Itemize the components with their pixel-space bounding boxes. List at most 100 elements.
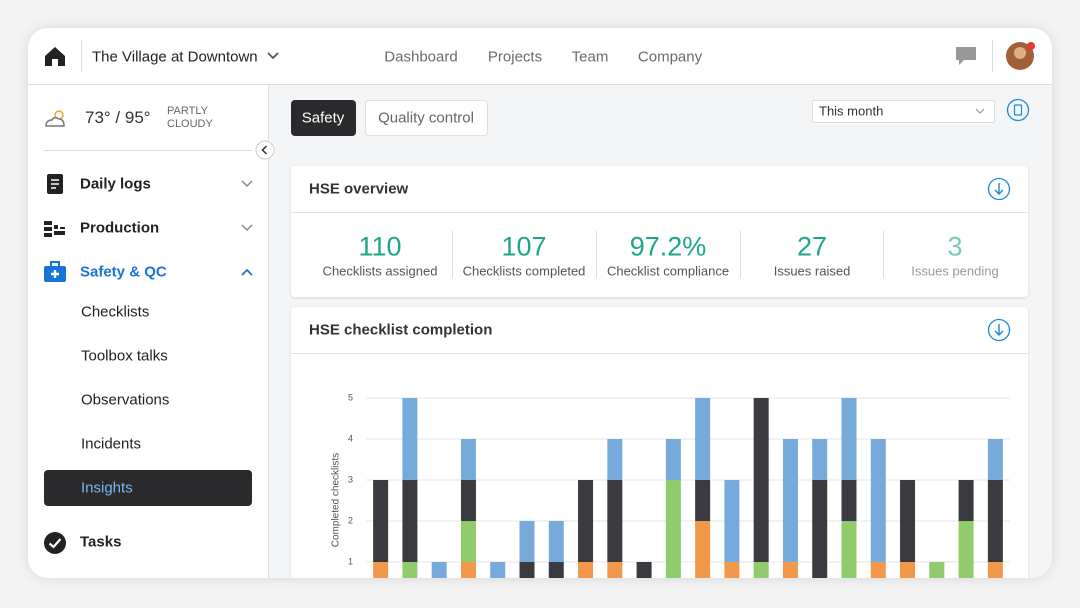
active-item[interactable] [44, 470, 252, 506]
bar-segment [870, 562, 886, 578]
collapse-button[interactable] [255, 140, 275, 160]
bar-segment [519, 521, 535, 562]
bar-segment [607, 480, 623, 562]
weather-condition: PARTLY CLOUDY [167, 105, 213, 130]
divider [596, 231, 597, 278]
stat-value: 27 [796, 231, 828, 262]
bar-segment [841, 521, 857, 578]
bar-segment [841, 398, 857, 480]
chevron[interactable] [240, 266, 254, 278]
bar-segment [402, 398, 418, 480]
bar-segment [460, 521, 476, 562]
nav-item[interactable]: Safety & QC [80, 263, 167, 281]
log-icon [47, 174, 63, 194]
y-tick-label: 1 [348, 556, 353, 566]
nav-link[interactable]: Company [637, 48, 703, 66]
stat-label: Issues pending [911, 263, 999, 279]
bar-segment [431, 562, 447, 578]
nav-item[interactable]: Tasks [80, 533, 122, 551]
bar-segment [987, 480, 1003, 562]
tab-active[interactable] [291, 100, 356, 136]
divider [740, 231, 741, 278]
y-tick-label: 5 [348, 392, 353, 402]
sidebar: 73° / 95° PARTLY CLOUDY Daily logs Produ… [28, 85, 275, 578]
sub-item[interactable]: Observations [81, 391, 170, 409]
home-icon[interactable] [43, 44, 67, 68]
tab[interactable] [365, 100, 488, 136]
bar-segment [548, 562, 564, 578]
bar-segment [636, 562, 652, 578]
bar-segment [665, 480, 681, 578]
bar-segment [578, 480, 594, 562]
bar-segment [929, 562, 945, 578]
download-icon[interactable] [987, 177, 1011, 201]
export-icon[interactable] [1006, 98, 1030, 122]
y-tick-label: 2 [348, 515, 353, 525]
y-tick-label: 3 [348, 474, 353, 484]
chat-icon[interactable] [954, 45, 978, 67]
chevron[interactable] [266, 50, 280, 62]
avatar[interactable] [1005, 40, 1037, 72]
chart-card: HSE checklist completion Completed check… [291, 307, 1028, 578]
bar-segment [402, 480, 418, 562]
bar-segment [870, 439, 886, 562]
chart: Completed checklists 1 2 3 4 5 [331, 392, 1010, 578]
safety-icon [44, 261, 66, 282]
overview-card: HSE overview 110 Checklists assigned 107 Ch… [291, 166, 1028, 297]
stat-value: 107 [501, 231, 547, 262]
nav-link[interactable]: Projects [487, 48, 543, 66]
chevron[interactable] [974, 106, 986, 116]
period-select[interactable] [812, 100, 995, 123]
sub-item[interactable]: Insights [81, 479, 133, 497]
bar-segment [900, 480, 916, 562]
tab-label[interactable]: Quality control [378, 109, 474, 127]
period-label[interactable]: This month [819, 103, 884, 119]
project-name[interactable]: The Village at Downtown [92, 48, 258, 66]
bar-segment [841, 480, 857, 521]
bar-segment [987, 439, 1003, 480]
tasks-icon [44, 532, 66, 554]
card-title: HSE overview [309, 180, 409, 198]
bar-segment [695, 398, 711, 480]
temperature: 73° / 95° [85, 108, 151, 127]
bar-segment [490, 562, 506, 578]
nav-item[interactable]: Production [80, 219, 160, 237]
bar-segment [519, 562, 535, 578]
bar-segment [900, 562, 916, 578]
bar-segment [578, 562, 594, 578]
bar-segment [548, 521, 564, 562]
nav-link[interactable]: Dashboard [384, 48, 458, 66]
bar-segment [460, 439, 476, 480]
sub-item[interactable]: Checklists [81, 303, 150, 321]
bar-segment [812, 480, 828, 578]
divider [883, 231, 884, 278]
bar-segment [695, 521, 711, 578]
top-bar: The Village at Downtown Dashboard Projec… [28, 28, 1052, 85]
chevron[interactable] [240, 178, 254, 190]
bar-segment [460, 562, 476, 578]
divider [452, 231, 453, 278]
bar-segment [460, 480, 476, 521]
stat-value: 97.2% [629, 231, 707, 262]
nav-item[interactable]: Daily logs [80, 175, 151, 193]
bar-segment [958, 521, 974, 578]
stat-label: Checklists completed [462, 263, 586, 279]
chevron[interactable] [240, 222, 254, 234]
sub-item[interactable]: Toolbox talks [81, 347, 168, 365]
bar-segment [724, 562, 740, 578]
tab-label[interactable]: Safety [301, 109, 345, 127]
sub-item[interactable]: Incidents [81, 435, 142, 453]
bar-segment [753, 398, 769, 562]
bar-segment [753, 562, 769, 578]
bar-segment [958, 480, 974, 521]
download-icon[interactable] [987, 318, 1011, 342]
stat-label: Checklists assigned [322, 263, 438, 279]
bar-segment [782, 562, 798, 578]
bar-segment [987, 562, 1003, 578]
nav-link[interactable]: Team [571, 48, 609, 66]
bar-segment [373, 480, 389, 562]
stat-value: 110 [358, 231, 402, 262]
bar-segment [607, 562, 623, 578]
production-icon [44, 221, 65, 237]
